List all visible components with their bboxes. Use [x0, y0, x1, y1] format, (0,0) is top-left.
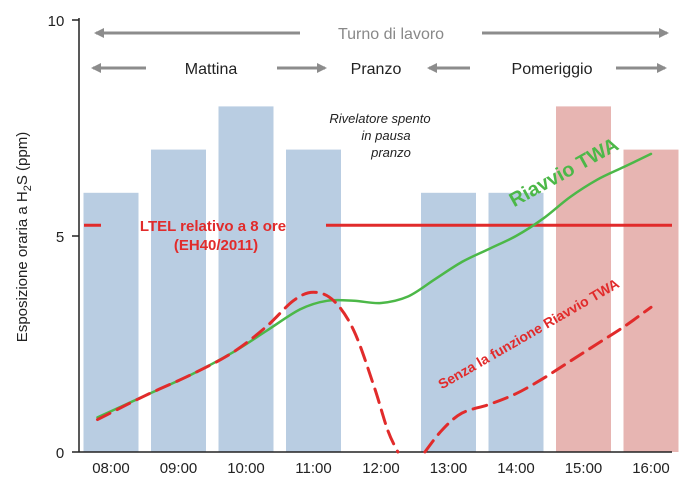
x-tick-label-1600: 16:00 — [632, 460, 670, 477]
x-tick-label-1000: 10:00 — [227, 460, 265, 477]
detector-off-note-line2: in pausa — [361, 128, 410, 143]
bars-layer — [83, 106, 679, 453]
x-tick-label-1100: 11:00 — [295, 460, 331, 477]
bar-1300 — [421, 192, 476, 453]
x-tick-label-0800: 08:00 — [92, 460, 130, 477]
ltel-label-line1: LTEL relativo a 8 ore — [140, 218, 286, 235]
x-tick-label-1500: 15:00 — [565, 460, 603, 477]
y-tick-label-10: 10 — [48, 13, 65, 30]
series-line-riavvio-twa — [96, 152, 653, 419]
y-tick-label-0: 0 — [56, 445, 64, 462]
y-tick-label-5: 5 — [56, 229, 64, 246]
shift-label: Turno di lavoro — [338, 26, 444, 43]
detector-off-note-line3: pranzo — [370, 145, 411, 160]
series-layer — [96, 152, 653, 454]
x-tick-label-0900: 09:00 — [160, 460, 198, 477]
x-tick-labels: 08:00 09:00 10:00 11:00 12:00 13:00 14:00 15:00… — [92, 460, 670, 477]
detector-off-note-line1: Rivelatore spento — [329, 111, 430, 126]
morning-label: Mattina — [185, 61, 238, 78]
lunch-label: Pranzo — [351, 61, 402, 78]
bar-1500 — [556, 106, 611, 453]
x-tick-label-1300: 13:00 — [430, 460, 468, 477]
y-axis-label: Esposizione oraria a H2S (ppm) — [14, 132, 34, 342]
series-line-senza-riavvio-2 — [423, 305, 653, 454]
ltel-label-line2: (EH40/2011) — [174, 237, 258, 254]
bar-0800 — [83, 192, 139, 453]
afternoon-label: Pomeriggio — [512, 61, 593, 78]
x-tick-label-1200: 12:00 — [362, 460, 400, 477]
bar-1000 — [218, 106, 274, 453]
bar-0900 — [151, 149, 206, 452]
series-line-senza-riavvio-1 — [96, 290, 400, 454]
bar-1600 — [623, 149, 679, 452]
x-tick-label-1400: 14:00 — [497, 460, 535, 477]
